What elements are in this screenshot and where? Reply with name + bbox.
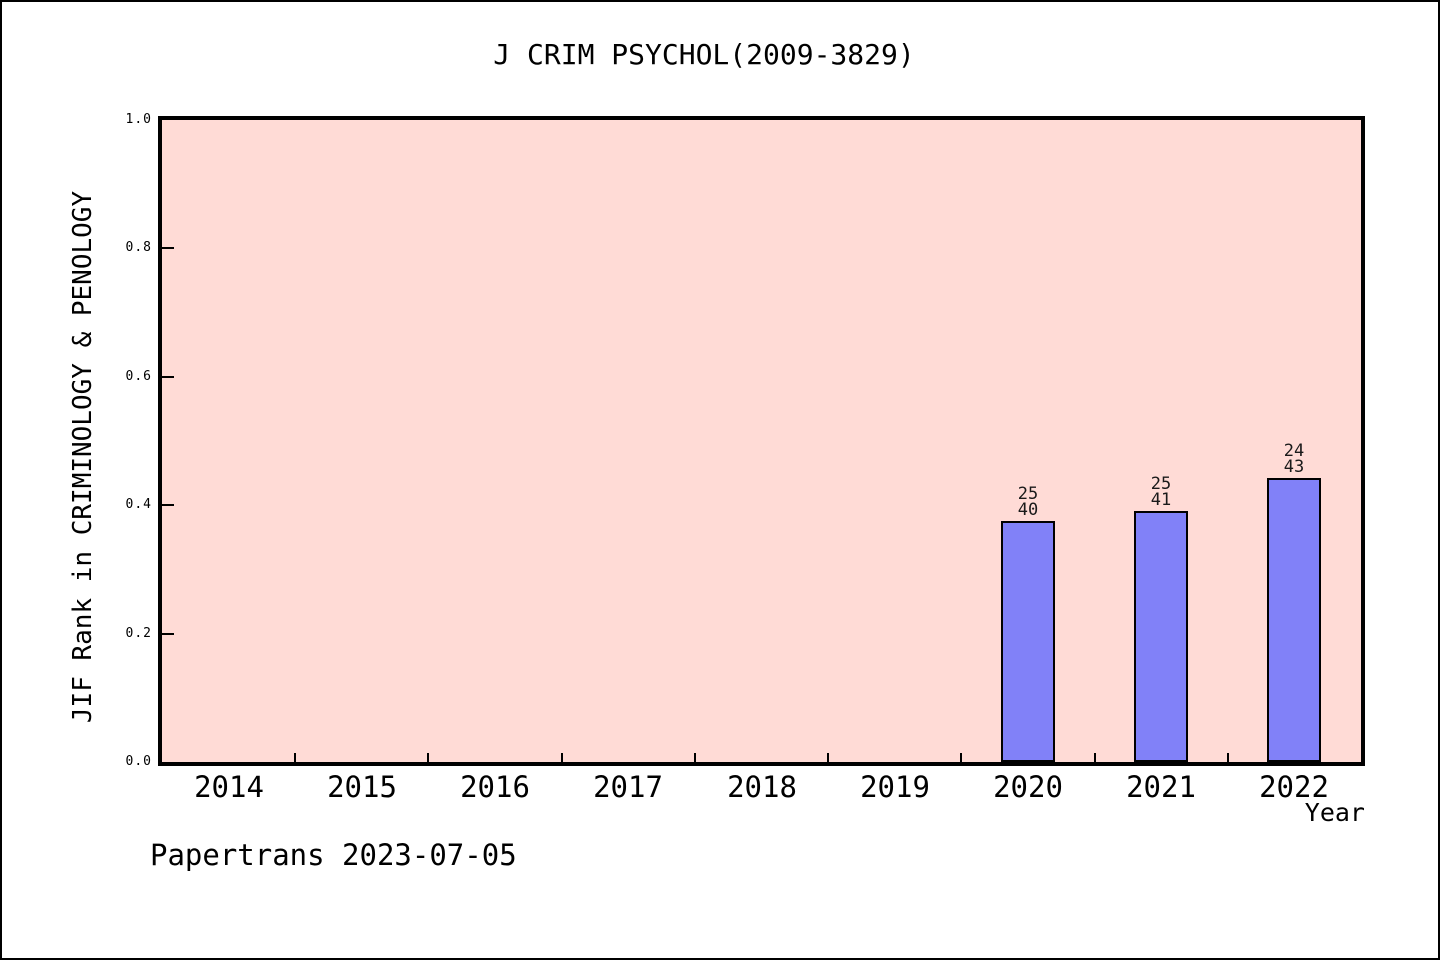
x-tick-label-2022: 2022 xyxy=(1259,770,1329,804)
x-axis-label: Year xyxy=(1304,798,1365,827)
chart-title: J CRIM PSYCHOL(2009-3829) xyxy=(493,38,915,71)
y-tick-mark xyxy=(162,376,174,378)
x-tick-label-2017: 2017 xyxy=(593,770,663,804)
x-tick-mark xyxy=(960,753,962,762)
y-tick-mark xyxy=(162,247,174,249)
y-tick-mark xyxy=(162,504,174,506)
x-tick-mark xyxy=(561,753,563,762)
y-tick-label-1.0: 1.0 xyxy=(125,112,152,127)
y-axis-label: JIF Rank in CRIMINOLOGY & PENOLOGY xyxy=(68,190,98,724)
x-tick-mark xyxy=(694,753,696,762)
y-tick-label-0.4: 0.4 xyxy=(125,497,152,512)
x-tick-label-2021: 2021 xyxy=(1126,770,1196,804)
x-tick-label-2019: 2019 xyxy=(860,770,930,804)
x-tick-label-2018: 2018 xyxy=(727,770,797,804)
x-tick-label-2015: 2015 xyxy=(327,770,397,804)
bar-value-label-2020: 25 40 xyxy=(1017,484,1039,520)
bar-2021 xyxy=(1134,511,1188,762)
x-tick-mark xyxy=(294,753,296,762)
y-tick-label-0.6: 0.6 xyxy=(125,369,152,384)
x-tick-mark xyxy=(427,753,429,762)
footer-watermark: Papertrans 2023-07-05 xyxy=(150,838,517,872)
y-tick-mark xyxy=(162,633,174,635)
y-tick-label-0.2: 0.2 xyxy=(125,626,152,641)
x-tick-label-2020: 2020 xyxy=(993,770,1063,804)
bar-value-label-2022: 24 43 xyxy=(1283,441,1305,477)
x-tick-label-2016: 2016 xyxy=(460,770,530,804)
bar-2022 xyxy=(1267,478,1321,762)
y-tick-label-0.8: 0.8 xyxy=(125,240,152,255)
x-tick-mark xyxy=(1227,753,1229,762)
x-tick-label-2014: 2014 xyxy=(194,770,264,804)
plot-area: 25 40 25 41 24 43 xyxy=(158,116,1365,766)
x-tick-mark xyxy=(827,753,829,762)
bar-2020 xyxy=(1001,521,1055,762)
bar-value-label-2021: 25 41 xyxy=(1150,474,1172,510)
y-tick-label-0.0: 0.0 xyxy=(125,754,152,769)
x-tick-mark xyxy=(1094,753,1096,762)
